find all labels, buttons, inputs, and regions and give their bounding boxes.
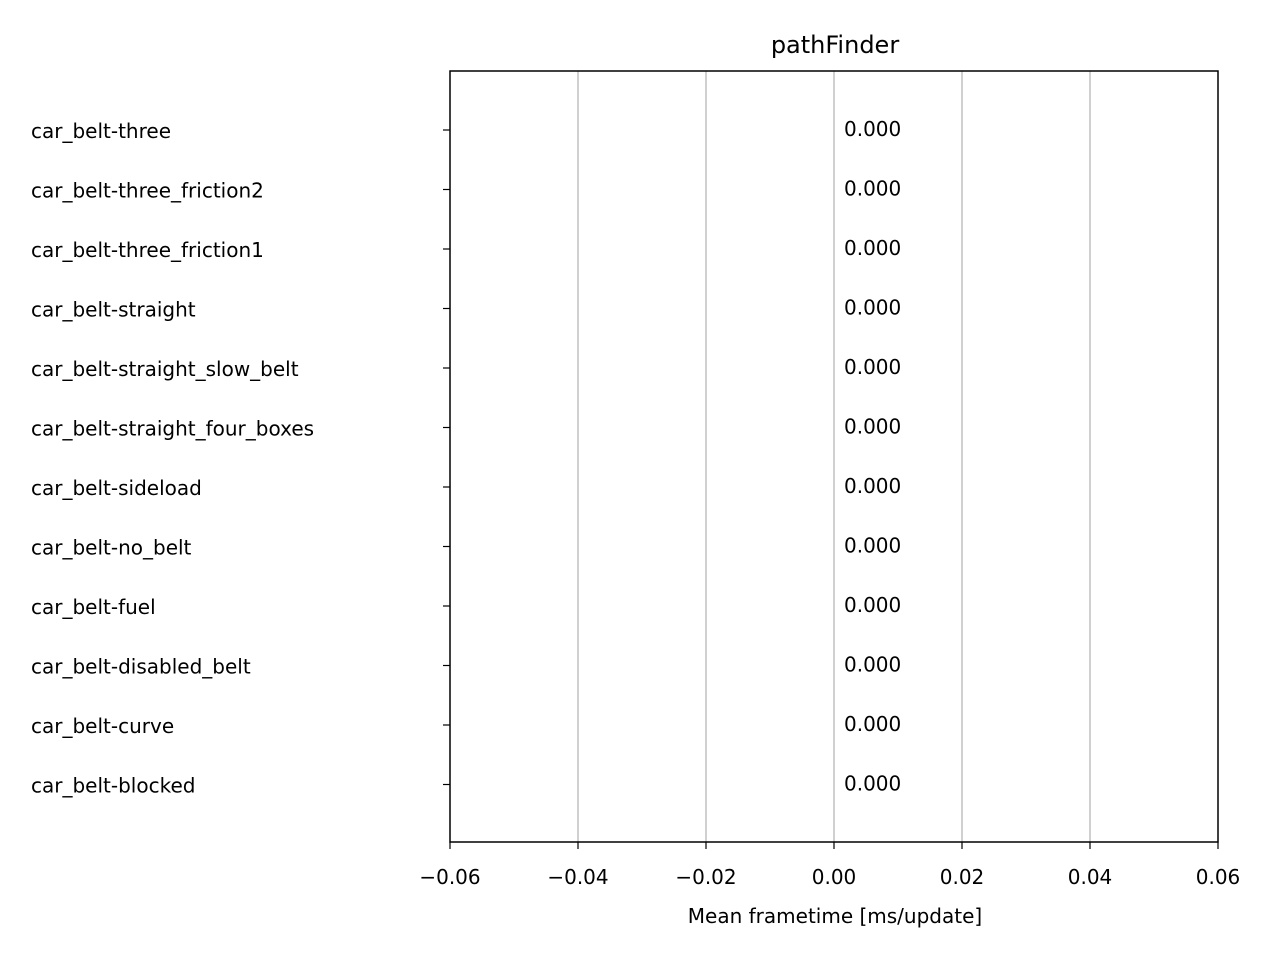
data-label: 0.000 <box>844 296 901 320</box>
data-label: 0.000 <box>844 236 901 260</box>
x-tick-label: 0.04 <box>1068 865 1113 889</box>
x-tick-label: 0.02 <box>940 865 985 889</box>
data-label: 0.000 <box>844 355 901 379</box>
y-tick-label: car_belt-three_friction2 <box>31 179 264 203</box>
x-tick-label: −0.02 <box>675 865 736 889</box>
y-tick-label: car_belt-three_friction1 <box>31 238 264 262</box>
data-label: 0.000 <box>844 415 901 439</box>
data-label: 0.000 <box>844 474 901 498</box>
y-tick-label: car_belt-three <box>31 119 171 143</box>
y-tick-label: car_belt-sideload <box>31 476 202 500</box>
y-tick-label: car_belt-straight <box>31 298 196 322</box>
y-tick-label: car_belt-no_belt <box>31 536 192 560</box>
data-label: 0.000 <box>844 772 901 796</box>
x-tick-label: −0.04 <box>547 865 608 889</box>
data-label: 0.000 <box>844 534 901 558</box>
y-tick-label: car_belt-straight_four_boxes <box>31 417 314 441</box>
x-axis: −0.06 −0.04 −0.02 0.00 0.02 0.04 0.06 <box>419 842 1240 889</box>
grid-layer <box>577 71 1091 842</box>
x-tick-label: −0.06 <box>419 865 480 889</box>
x-axis-label: Mean frametime [ms/update] <box>688 904 982 928</box>
y-tick-label: car_belt-curve <box>31 714 174 738</box>
x-tick-label: 0.00 <box>812 865 857 889</box>
x-tick-label: 0.06 <box>1196 865 1241 889</box>
value-labels: 0.000 0.000 0.000 0.000 0.000 0.000 0.000 0.000… <box>844 117 901 796</box>
data-label: 0.000 <box>844 653 901 677</box>
data-label: 0.000 <box>844 593 901 617</box>
y-axis: car_belt-three car_belt-three_friction2ca… <box>31 119 450 798</box>
y-tick-label: car_belt-straight_slow_belt <box>31 357 299 381</box>
y-tick-label: car_belt-disabled_belt <box>31 655 251 679</box>
data-label: 0.000 <box>844 712 901 736</box>
data-label: 0.000 <box>844 117 901 141</box>
chart-title: pathFinder <box>771 31 900 59</box>
data-label: 0.000 <box>844 177 901 201</box>
y-tick-label: car_belt-blocked <box>31 774 195 798</box>
y-tick-label: car_belt-fuel <box>31 595 156 619</box>
